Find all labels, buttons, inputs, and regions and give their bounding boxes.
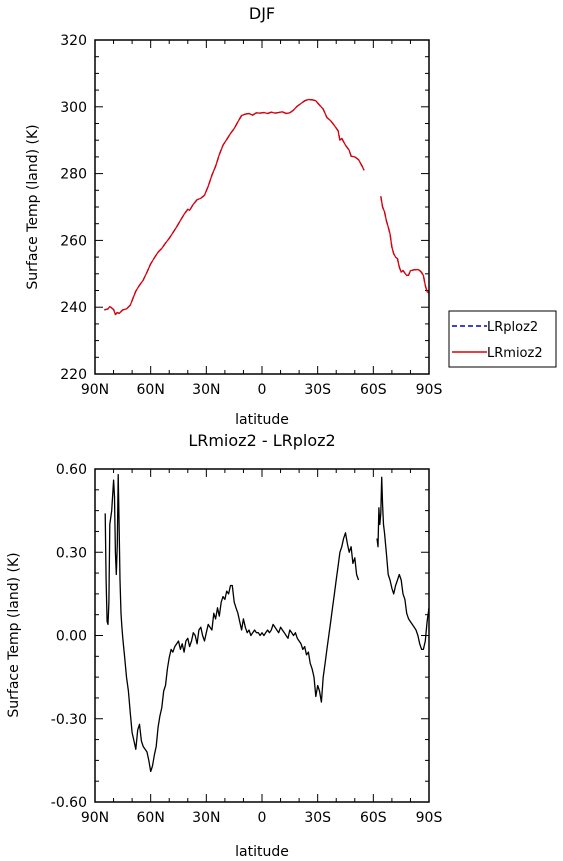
x-tick-label: 0: [258, 810, 267, 826]
y-tick-label: 300: [60, 100, 87, 116]
panel-bottom: LRmioz2 - LRploz2 latitude Surface Temp …: [6, 431, 442, 860]
series-line-lrmioz2: [104, 98, 365, 316]
x-tick-label: 60S: [360, 382, 387, 398]
x-tick-label: 90N: [81, 810, 109, 826]
series-line-lrmioz2: [380, 196, 430, 294]
y-tick-label: 320: [60, 33, 87, 49]
series-line-difference: [104, 473, 360, 773]
tick-labels: 90N 60N 30N 0 30S 60S 90S -0.60 -0.30 0.00 0.30 0.6…: [51, 462, 443, 826]
legend-label-lrmioz2: LRmioz2: [487, 346, 543, 361]
x-tick-label: 30N: [192, 810, 220, 826]
y-tick-label: -0.30: [51, 712, 87, 728]
x-axis-label: latitude: [235, 412, 289, 428]
x-tick-label: 0: [258, 382, 267, 398]
y-tick-label: 220: [60, 367, 87, 383]
x-tick-label: 60S: [360, 810, 387, 826]
x-tick-label: 30N: [192, 382, 220, 398]
x-tick-label: 90S: [416, 810, 443, 826]
y-tick-label: 240: [60, 300, 87, 316]
series-line-difference: [376, 476, 430, 651]
y-tick-label: -0.60: [51, 795, 87, 811]
y-tick-label: 280: [60, 167, 87, 183]
y-tick-label: 0.30: [56, 545, 87, 561]
tick-labels: 90N 60N 30N 0 30S 60S 90S 220 240 260 280 300 320: [60, 33, 442, 398]
x-tick-label: 30S: [304, 810, 331, 826]
legend-box: [448, 310, 557, 368]
plot-frame: [94, 39, 430, 375]
panel-top: DJF latitude Surface Temp (land) (K) 90N…: [25, 4, 442, 428]
x-tick-label: 90N: [81, 382, 109, 398]
y-tick-label: 0.60: [56, 462, 87, 478]
plot-frame: [94, 468, 430, 803]
x-tick-label: 90S: [416, 382, 443, 398]
x-tick-label: 60N: [137, 810, 165, 826]
legend-label-lrploz2: LRploz2: [487, 320, 538, 335]
y-axis-label: Surface Temp (land) (K): [6, 552, 22, 717]
y-axis-label: Surface Temp (land) (K): [25, 124, 41, 289]
series-line-lrploz2: [104, 98, 365, 316]
series-line-lrploz2: [380, 196, 430, 294]
x-tick-label: 30S: [304, 382, 331, 398]
y-tick-label: 260: [60, 233, 87, 249]
chart-title: DJF: [249, 4, 275, 23]
axis-ticks: [94, 39, 430, 375]
y-tick-label: 0.00: [56, 629, 87, 645]
x-axis-label: latitude: [235, 844, 289, 860]
x-tick-label: 60N: [137, 382, 165, 398]
chart-title: LRmioz2 - LRploz2: [188, 431, 335, 450]
series-lines: [104, 473, 430, 773]
series-lines: [104, 98, 430, 316]
legend: LRploz2 LRmioz2: [448, 310, 557, 368]
